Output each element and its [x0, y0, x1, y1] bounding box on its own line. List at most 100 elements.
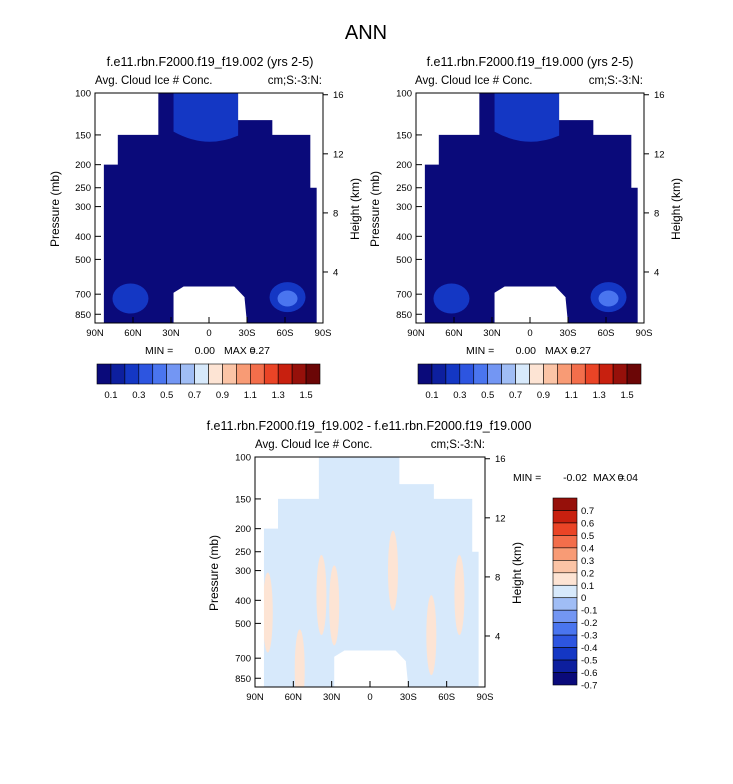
y-tick-label: 250 [235, 547, 251, 558]
field-feature-2 [388, 530, 398, 611]
colorbar-box [529, 363, 544, 385]
colorbar-label: 1.5 [299, 390, 312, 401]
y-tick-label: 850 [235, 674, 251, 685]
colorbar-label: 0.3 [453, 390, 466, 401]
x-tick-label: 60S [438, 692, 455, 703]
colorbar-label: 0.6 [581, 518, 594, 529]
y-tick-label: 100 [396, 89, 412, 100]
panel-2-max-value: 0.27 [571, 345, 592, 357]
colorbar-box [552, 634, 578, 648]
colorbar-box [552, 497, 578, 511]
colorbar-box [552, 659, 578, 673]
colorbar-label: 0.9 [216, 390, 229, 401]
panel-3-min-label: MIN = [513, 472, 541, 484]
mask-south [238, 93, 323, 323]
colorbar-label: 0.5 [581, 531, 594, 542]
y-right-tick-label: 12 [333, 149, 344, 160]
y-tick-label: 200 [396, 160, 412, 171]
panel-3-mask-label: cm;S:-3:N: [431, 439, 485, 451]
y-tick-label: 300 [235, 566, 251, 577]
colorbar-box [263, 363, 279, 385]
panel-2-mask-label: cm;S:-3:N: [589, 75, 643, 87]
y-tick-label: 700 [235, 654, 251, 665]
colorbar-box [552, 584, 578, 599]
panel-3-axes: 90N 60N 30N 0 30S 60S 90S 100 150 200 250 300 400 500… [235, 453, 505, 704]
panel-2-field [416, 93, 644, 323]
x-tick-label: 60S [277, 328, 294, 339]
x-tick-label: 60N [285, 692, 303, 703]
x-tick-label: 30S [239, 328, 256, 339]
panel-3-field [255, 457, 485, 687]
y-tick-label: 200 [75, 160, 91, 171]
y-right-tick-label: 4 [495, 631, 500, 642]
x-tick-label: 60S [598, 328, 615, 339]
field-feature-2 [277, 290, 298, 307]
colorbar-label: 0.1 [581, 581, 594, 592]
y-tick-label: 150 [396, 130, 412, 141]
colorbar-label: 1.1 [565, 390, 578, 401]
x-tick-label: 60N [445, 328, 463, 339]
y-right-tick-label: 4 [654, 267, 659, 278]
colorbar-box [250, 363, 265, 385]
y-tick-label: 400 [75, 232, 91, 243]
colorbar-box [584, 363, 600, 385]
y-tick-label: 400 [396, 232, 412, 243]
colorbar-box [277, 363, 293, 385]
colorbar-box [552, 560, 578, 574]
panel-1-variable-label: Avg. Cloud Ice # Conc. [95, 75, 212, 87]
y-tick-label: 100 [235, 453, 251, 464]
panel-3-max-value: 0.04 [618, 472, 639, 484]
panel-2-variable-label: Avg. Cloud Ice # Conc. [415, 75, 532, 87]
y-tick-label: 500 [75, 255, 91, 266]
field-feature-3 [173, 93, 239, 142]
colorbar-label: -0.6 [581, 668, 597, 679]
panel-3-title: f.e11.rbn.F2000.f19_f19.002 - f.e11.rbn.… [207, 419, 532, 433]
panel-3-max-label: MAX = [593, 472, 625, 484]
colorbar-label: 1.3 [272, 390, 285, 401]
panel-1-max-label: MAX = [224, 345, 256, 357]
panel-2-y-label: Pressure (mb) [368, 171, 382, 247]
y-right-tick-label: 8 [333, 208, 338, 219]
mask-north [95, 93, 159, 323]
colorbar-box [501, 363, 516, 385]
colorbar-box [571, 363, 586, 385]
colorbar-box [305, 363, 321, 385]
panel-1-min-value: 0.00 [195, 345, 216, 357]
colorbar-box [543, 363, 558, 385]
x-tick-label: 30S [400, 692, 417, 703]
colorbar-box [417, 363, 433, 385]
colorbar-box [180, 363, 195, 385]
colorbar-box [431, 363, 447, 385]
mask-surface [334, 650, 409, 687]
colorbar-label: 1.1 [244, 390, 257, 401]
panel-1-max-value: 0.27 [250, 345, 271, 357]
x-tick-label: 30S [560, 328, 577, 339]
x-tick-label: 90S [315, 328, 332, 339]
y-tick-label: 400 [235, 596, 251, 607]
y-tick-label: 300 [75, 202, 91, 213]
panel-2-max-label: MAX = [545, 345, 577, 357]
panel-3-min-value: -0.02 [563, 472, 587, 484]
colorbar-box [626, 363, 642, 385]
panel-3: f.e11.rbn.F2000.f19_f19.002 - f.e11.rbn.… [207, 419, 639, 704]
panel-1-field [95, 93, 323, 323]
y-right-tick-label: 12 [654, 149, 665, 160]
mask-surface [494, 286, 568, 323]
y-tick-label: 150 [235, 494, 251, 505]
x-tick-label: 0 [206, 328, 211, 339]
colorbar-box [552, 597, 578, 611]
colorbar-box [557, 363, 572, 385]
y-tick-label: 850 [75, 310, 91, 321]
colorbar-label: 0.3 [581, 556, 594, 567]
x-tick-label: 0 [527, 328, 532, 339]
y-tick-label: 500 [396, 255, 412, 266]
mask-north [255, 457, 319, 687]
x-tick-label: 30N [483, 328, 501, 339]
colorbar-box [552, 572, 578, 586]
x-tick-label: 0 [367, 692, 372, 703]
panel-1-axes: 90N 60N 30N 0 30S 60S 90S 100 150 200 250 300 400 500… [75, 89, 343, 340]
colorbar-box [124, 363, 140, 385]
colorbar-label: 0.5 [160, 390, 173, 401]
y-right-tick-label: 16 [654, 90, 665, 101]
